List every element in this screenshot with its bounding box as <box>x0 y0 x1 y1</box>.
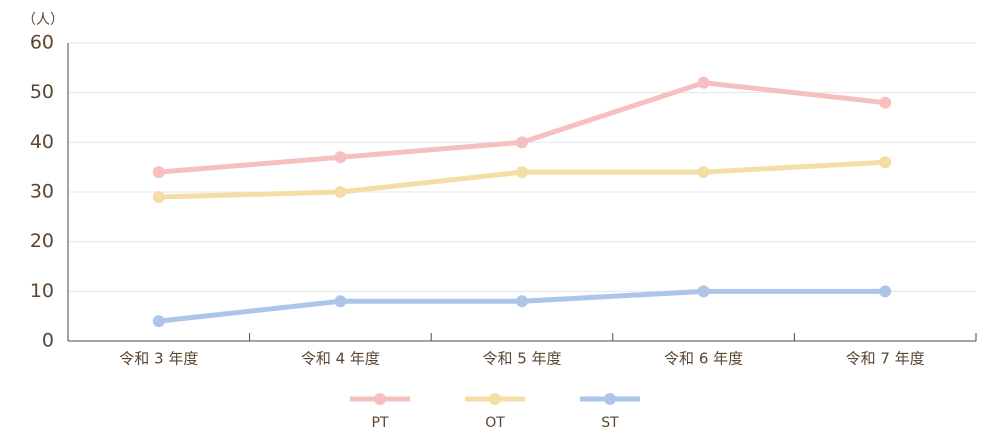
data-point <box>152 190 165 203</box>
data-point <box>879 285 892 298</box>
y-tick-label: 40 <box>30 131 54 153</box>
x-tick-label: 令和 6 年度 <box>664 350 743 368</box>
series-line <box>158 80 886 175</box>
x-tick-label: 令和 5 年度 <box>482 350 561 368</box>
data-point <box>334 151 347 164</box>
legend-label: ST <box>601 415 619 431</box>
data-point <box>697 76 710 89</box>
data-point <box>697 166 710 179</box>
data-point <box>516 295 528 308</box>
y-tick-label: 50 <box>30 81 54 103</box>
data-point <box>152 166 165 179</box>
y-tick-label: 20 <box>30 230 54 252</box>
legend-label: PT <box>372 415 389 431</box>
data-point <box>516 136 528 149</box>
legend-label: OT <box>485 415 505 431</box>
legend-marker <box>489 393 501 405</box>
data-point <box>879 156 892 169</box>
x-tick-label: 令和 7 年度 <box>846 350 925 368</box>
y-tick-label: 0 <box>42 330 54 352</box>
y-tick-label: 60 <box>30 32 54 54</box>
y-axis-unit: （人） <box>22 12 64 28</box>
data-point <box>152 315 165 328</box>
legend-marker <box>374 393 386 405</box>
x-tick-label: 令和 4 年度 <box>301 350 380 368</box>
data-point <box>879 96 892 109</box>
legend-marker <box>604 393 616 405</box>
y-tick-label: 30 <box>30 181 54 203</box>
x-tick-label: 令和 3 年度 <box>119 350 198 368</box>
y-tick-label: 10 <box>30 280 54 302</box>
data-point <box>516 166 528 179</box>
data-point <box>697 285 710 298</box>
data-point <box>334 186 347 198</box>
data-point <box>334 295 347 308</box>
